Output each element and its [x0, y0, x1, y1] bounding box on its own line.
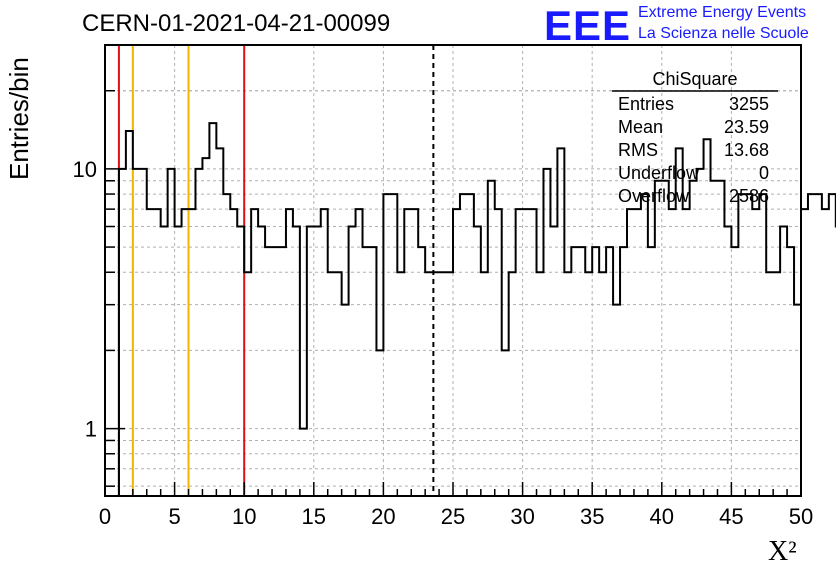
grid-lines: [105, 45, 801, 496]
x-tick-label: 50: [789, 504, 813, 529]
x-tick-label: 15: [302, 504, 326, 529]
stats-label: Mean: [618, 117, 663, 137]
stats-label: Overflow: [618, 186, 690, 206]
stats-value: 0: [759, 163, 769, 183]
x-tick-label: 30: [510, 504, 534, 529]
stats-name: ChiSquare: [652, 69, 737, 89]
stats-label: Underflow: [618, 163, 700, 183]
x-tick-label: 40: [650, 504, 674, 529]
stats-value: 13.68: [724, 140, 769, 160]
stats-box: ChiSquare Entries 3255 Mean 23.59 RMS 13.68 Und…: [612, 69, 778, 206]
stats-label: RMS: [618, 140, 658, 160]
x-tick-label: 45: [719, 504, 743, 529]
x-tick-label: 5: [168, 504, 180, 529]
stats-value: 3255: [729, 94, 769, 114]
y-tick-label: 10: [73, 157, 97, 182]
stats-value: 2586: [729, 186, 769, 206]
y-tick-label: 1: [85, 417, 97, 442]
x-tick-label: 35: [580, 504, 604, 529]
stats-value: 23.59: [724, 117, 769, 137]
eee-logo: EEE: [544, 2, 632, 49]
x-tick-label: 20: [371, 504, 395, 529]
stats-label: Entries: [618, 94, 674, 114]
x-tick-label: 0: [99, 504, 111, 529]
logo-subtitle-1: Extreme Energy Events: [638, 4, 807, 21]
x-tick-label: 10: [232, 504, 256, 529]
axis-ticks: 0 5 10 15 20 25 30 35 40 45 50 1 10: [73, 89, 813, 529]
logo-subtitle-2: La Scienza nelle Scuole: [638, 25, 809, 42]
x-tick-label: 25: [441, 504, 465, 529]
x-axis-label: X²: [768, 536, 797, 567]
chart-title: CERN-01-2021-04-21-00099: [82, 10, 391, 37]
